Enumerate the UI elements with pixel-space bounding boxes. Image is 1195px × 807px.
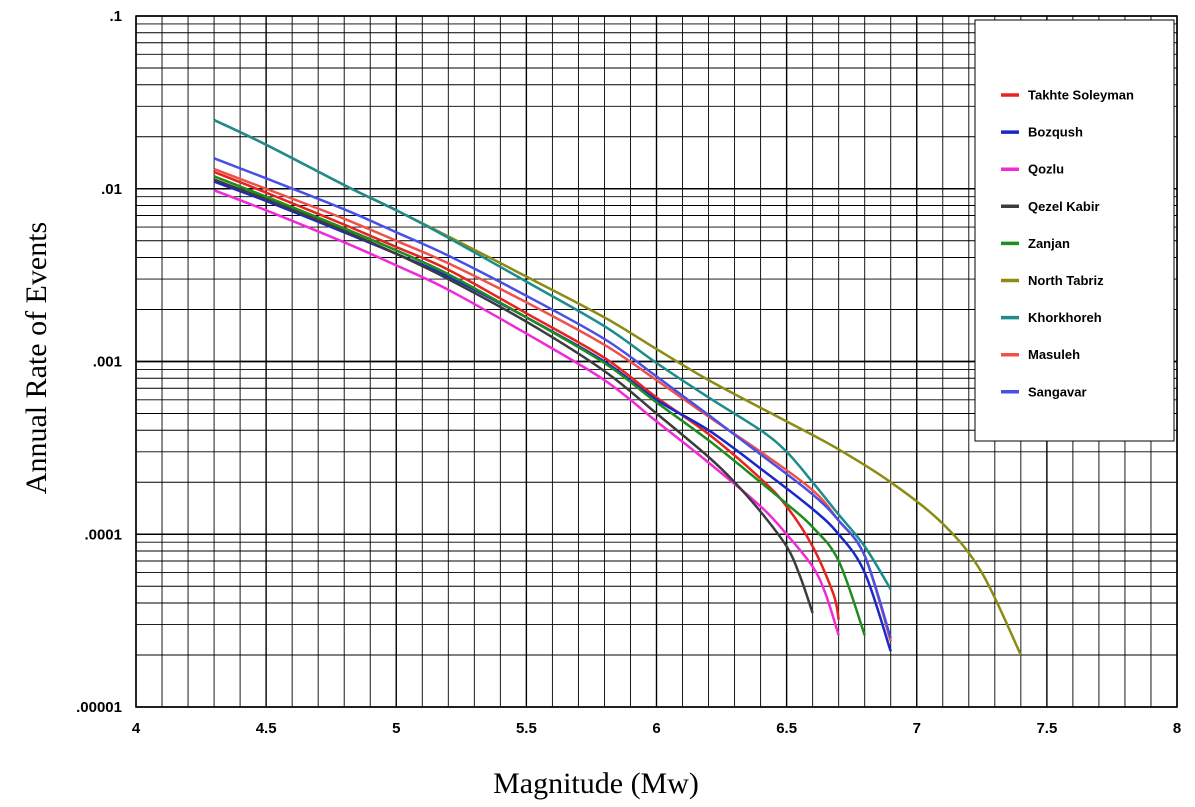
y-tick-labels: .00001 .0001 .001 .01 .1 xyxy=(76,8,122,716)
y-tick-label: .0001 xyxy=(84,526,122,543)
series-line-zanjan xyxy=(213,175,866,636)
x-tick-label: 5 xyxy=(392,720,400,737)
legend-label-khorkhoreh: Khorkhoreh xyxy=(1028,310,1102,325)
y-tick-label: .01 xyxy=(101,181,122,198)
x-tick-label: 6 xyxy=(652,720,660,737)
y-axis-title: Annual Rate of Events xyxy=(20,222,53,494)
x-tick-label: 7 xyxy=(913,720,921,737)
series-line-khorkhoreh xyxy=(213,118,892,590)
legend-label-zanjan: Zanjan xyxy=(1028,236,1070,251)
x-tick-label: 4 xyxy=(132,720,141,737)
legend-label-north-tabriz: North Tabriz xyxy=(1028,273,1104,288)
y-tick-label: .1 xyxy=(109,8,122,25)
x-tick-label: 8 xyxy=(1173,720,1181,737)
legend-label-qezel-kabir: Qezel Kabir xyxy=(1028,199,1100,214)
legend-label-takhte-soleyman: Takhte Soleyman xyxy=(1028,88,1134,103)
x-tick-label: 7.5 xyxy=(1036,720,1057,737)
legend-label-bozqush: Bozqush xyxy=(1028,125,1083,140)
legend-label-sangavar: Sangavar xyxy=(1028,384,1087,399)
y-tick-label: .001 xyxy=(93,354,122,371)
x-tick-label: 4.5 xyxy=(256,720,277,737)
series-line-sangavar xyxy=(213,157,892,639)
legend-label-qozlu: Qozlu xyxy=(1028,162,1064,177)
series-line-qezel-kabir xyxy=(213,178,814,614)
series-line-takhte-soleyman xyxy=(213,170,840,620)
legend-label-masuleh: Masuleh xyxy=(1028,347,1080,362)
x-axis-title: Magnitude (Mw) xyxy=(493,767,699,800)
legend-box xyxy=(974,19,1175,442)
y-tick-label: .00001 xyxy=(76,699,122,716)
series-layer xyxy=(213,118,1023,656)
series-line-qozlu xyxy=(213,189,840,636)
x-tick-labels: 4 4.5 5 5.5 6 6.5 7 7.5 8 xyxy=(132,720,1181,737)
legend: Takhte Soleyman Bozqush Qozlu Qezel Kabir Za… xyxy=(974,19,1175,442)
plot-frame xyxy=(135,15,1178,708)
x-tick-label: 6.5 xyxy=(776,720,797,737)
x-tick-label: 5.5 xyxy=(516,720,537,737)
